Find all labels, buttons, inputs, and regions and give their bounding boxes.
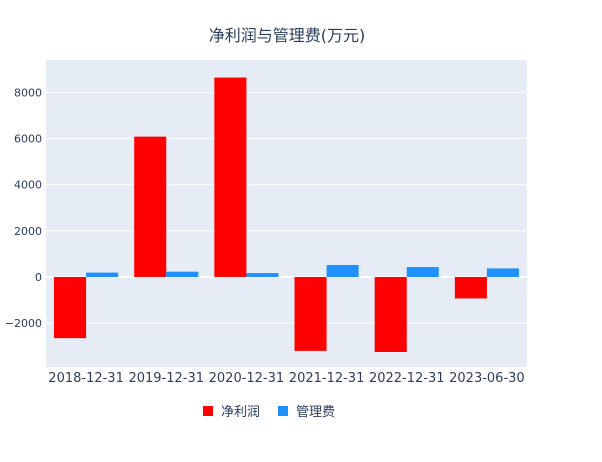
y-tick-label: 8000: [14, 86, 42, 99]
x-tick-labels: 2018-12-31 2019-12-31 2020-12-31 2021-12-31…: [48, 371, 524, 386]
x-tick-label: 2023-06-30: [449, 371, 525, 386]
x-tick-label: 2020-12-31: [209, 371, 285, 386]
x-tick-label: 2019-12-31: [128, 371, 204, 386]
bar[interactable]: [454, 276, 487, 299]
bar[interactable]: [214, 77, 247, 277]
x-tick-label: 2018-12-31: [48, 371, 124, 386]
bar[interactable]: [486, 268, 519, 277]
x-tick-label: 2021-12-31: [289, 371, 365, 386]
plot-background: [46, 60, 527, 367]
legend-label: 净利润: [221, 405, 260, 420]
bar[interactable]: [406, 267, 439, 277]
grid-layer: [46, 91, 527, 324]
legend-item[interactable]: 管理费: [278, 405, 335, 420]
bar-layer: [54, 77, 519, 352]
legend-swatch: [203, 406, 213, 416]
bar[interactable]: [54, 276, 87, 339]
bar[interactable]: [134, 136, 167, 277]
y-tick-labels: −2000 0 2000 4000 6000 8000: [5, 86, 42, 330]
bar[interactable]: [326, 264, 359, 277]
bar[interactable]: [374, 276, 407, 352]
legend[interactable]: 净利润 管理费: [203, 405, 335, 420]
x-tick-label: 2022-12-31: [369, 371, 445, 386]
bar[interactable]: [86, 272, 119, 277]
bar[interactable]: [166, 271, 199, 277]
y-tick-label: 4000: [14, 179, 42, 192]
legend-label: 管理费: [296, 405, 335, 420]
y-tick-label: −2000: [5, 317, 42, 330]
y-tick-label: 2000: [14, 225, 42, 238]
y-tick-label: 0: [35, 271, 42, 284]
legend-item[interactable]: 净利润: [203, 405, 260, 420]
bar[interactable]: [246, 273, 279, 277]
y-tick-label: 6000: [14, 132, 42, 145]
chart-title: 净利润与管理费(万元): [209, 26, 366, 45]
bar[interactable]: [294, 276, 327, 351]
legend-swatch: [278, 406, 288, 416]
